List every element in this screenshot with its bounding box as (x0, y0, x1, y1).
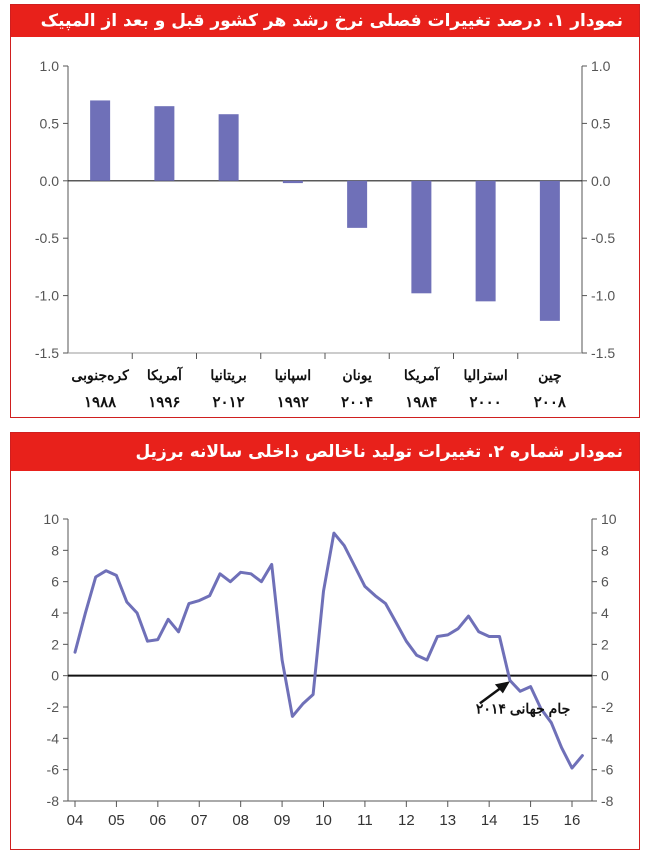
y-tick-label-right: 2 (601, 636, 609, 652)
y-tick-label-right: 4 (601, 605, 609, 621)
y-tick-label-right: -1.5 (591, 345, 615, 361)
y-tick-label-right: 0 (601, 668, 609, 684)
x-tick-label: 07 (191, 812, 208, 829)
y-tick-label-right: -2 (601, 699, 614, 715)
y-tick-label-right: 8 (601, 542, 609, 558)
y-tick-label-left: -1.5 (35, 345, 59, 361)
category-year-label: ۱۹۸۴ (405, 394, 437, 411)
y-tick-label-left: 2 (51, 636, 59, 652)
category-year-label: ۲۰۰۰ (470, 394, 502, 411)
x-tick-label: 13 (439, 812, 456, 829)
bar (154, 106, 174, 181)
bar (540, 181, 560, 321)
y-tick-label-right: 0.0 (591, 173, 611, 189)
gdp-growth-line (75, 533, 582, 768)
chart-2-title: نمودار شماره ۲. تغییرات تولید ناخالص داخ… (11, 433, 639, 471)
x-tick-label: 14 (481, 812, 498, 829)
y-tick-label-left: 0.5 (40, 115, 60, 131)
y-tick-label-left: -6 (47, 762, 60, 778)
y-tick-label-right: 6 (601, 574, 609, 590)
chart-1-title: نمودار ۱. درصد تغییرات فصلی نرخ رشد هر ک… (11, 5, 639, 37)
category-label: چین (538, 367, 562, 384)
y-tick-label-right: -8 (601, 793, 614, 809)
y-tick-label-right: 1.0 (591, 58, 611, 74)
x-tick-label: 06 (149, 812, 166, 829)
y-tick-label-right: -4 (601, 730, 614, 746)
y-tick-label-right: -1.0 (591, 288, 615, 304)
category-year-label: ۲۰۰۴ (341, 394, 373, 411)
x-tick-label: 04 (67, 812, 84, 829)
category-year-label: ۱۹۹۶ (148, 394, 180, 411)
y-tick-label-left: 6 (51, 574, 59, 590)
category-label: آمریکا (147, 366, 183, 384)
category-year-label: ۱۹۸۸ (84, 394, 117, 411)
y-tick-label-left: -1.0 (35, 288, 59, 304)
bar (411, 181, 431, 294)
annotation-label: جام جهانی ۲۰۱۴ (476, 700, 570, 717)
x-tick-label: 15 (522, 812, 539, 829)
y-tick-label-left: -2 (47, 699, 60, 715)
chart-panel-2: نمودار شماره ۲. تغییرات تولید ناخالص داخ… (10, 432, 640, 850)
chart-panel-1: نمودار ۱. درصد تغییرات فصلی نرخ رشد هر ک… (10, 4, 640, 418)
y-tick-label-right: 10 (601, 511, 617, 527)
category-label: یونان (342, 367, 372, 384)
y-tick-label-right: 0.5 (591, 115, 611, 131)
y-tick-label-left: 0.0 (40, 173, 60, 189)
y-tick-label-left: -0.5 (35, 230, 59, 246)
y-tick-label-right: -0.5 (591, 230, 615, 246)
x-tick-label: 16 (564, 812, 581, 829)
category-label: استرالیا (464, 367, 508, 384)
x-tick-label: 10 (315, 812, 332, 829)
bar (283, 181, 303, 183)
bar (476, 181, 496, 302)
x-tick-label: 12 (398, 812, 415, 829)
y-tick-label-left: 1.0 (40, 58, 60, 74)
chart-2-svg: 10 10 8 8 6 6 4 4 2 2 0 0 -2 -2 -4 -4 -6 -6 -8 -8 04 05 06 07 08… (11, 471, 638, 849)
bar (219, 114, 239, 181)
category-year-label: ۲۰۰۸ (534, 394, 567, 411)
y-tick-label-left: 0 (51, 668, 59, 684)
category-label: کره‌جنوبی (71, 367, 129, 384)
category-label: اسپانیا (275, 367, 312, 384)
category-year-label: ۱۹۹۲ (277, 394, 309, 411)
category-label: بریتانیا (210, 367, 246, 384)
x-tick-label: 08 (232, 812, 249, 829)
y-tick-label-left: 10 (43, 511, 59, 527)
bar (90, 100, 110, 180)
bar (347, 181, 367, 228)
x-tick-label: 05 (108, 812, 125, 829)
y-tick-label-left: 8 (51, 542, 59, 558)
x-tick-label: 09 (274, 812, 291, 829)
category-label: آمریکا (404, 366, 440, 384)
chart-1-svg: 1.0 1.0 0.5 0.5 0.0 0.0 -0.5 -0.5 -1.0 -1.0 -1.5 -1… (11, 37, 638, 417)
y-tick-label-left: -8 (47, 793, 60, 809)
x-tick-label: 11 (357, 812, 373, 829)
y-tick-label-left: -4 (47, 730, 60, 746)
category-year-label: ۲۰۱۲ (213, 394, 245, 411)
y-tick-label-left: 4 (51, 605, 59, 621)
y-tick-label-right: -6 (601, 762, 614, 778)
